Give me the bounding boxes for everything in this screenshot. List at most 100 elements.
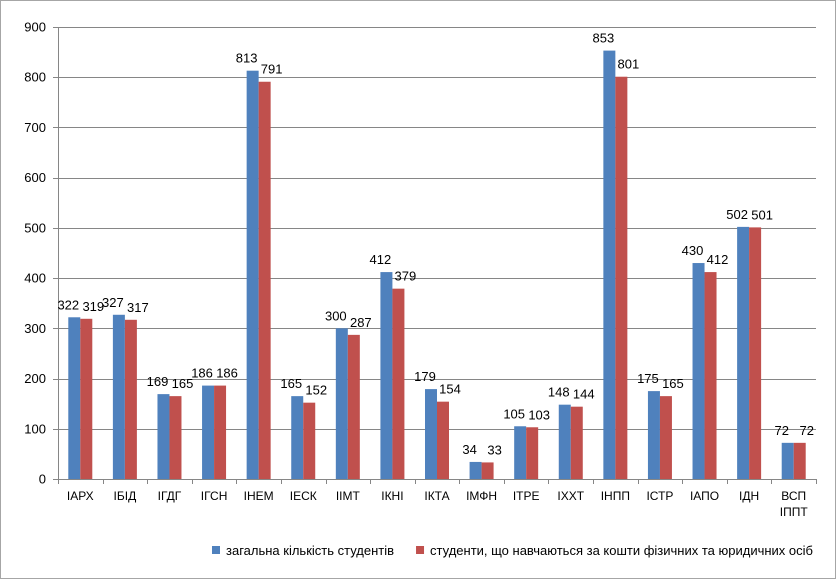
data-label: 33 bbox=[487, 442, 501, 457]
x-tick-label: ІГДГ bbox=[158, 489, 182, 503]
data-label: 502 bbox=[726, 207, 748, 222]
y-tick-label: 100 bbox=[24, 421, 46, 436]
bar-paid-students bbox=[169, 396, 182, 479]
bar-paid-students bbox=[437, 401, 449, 479]
legend-label: загальна кількість студентів bbox=[226, 543, 394, 558]
data-label: 165 bbox=[662, 376, 684, 391]
bar-total-students bbox=[514, 426, 527, 479]
bar-paid-students bbox=[615, 76, 628, 479]
data-label: 175 bbox=[637, 371, 659, 386]
bar-total-students bbox=[692, 263, 705, 479]
data-label: 148 bbox=[548, 385, 570, 400]
gridlines bbox=[53, 27, 816, 480]
x-tick-label: ІАПО bbox=[690, 489, 719, 503]
data-label: 72 bbox=[799, 423, 813, 438]
legend-swatch bbox=[416, 546, 425, 554]
bar-paid-students bbox=[704, 272, 717, 479]
x-tick-label: ІНПП bbox=[601, 489, 630, 503]
legend-swatch bbox=[212, 546, 220, 554]
x-tick-label: ІТРЕ bbox=[513, 489, 540, 503]
bar-paid-students bbox=[124, 319, 137, 479]
bar-total-students bbox=[335, 328, 348, 479]
y-tick-label: 0 bbox=[39, 472, 46, 487]
legend: загальна кількість студентів студенти, що… bbox=[212, 543, 813, 558]
y-tick-label: 300 bbox=[24, 321, 46, 336]
data-label: 103 bbox=[528, 407, 550, 422]
bar-total-students bbox=[647, 391, 660, 479]
data-label: 72 bbox=[774, 423, 788, 438]
bar-total-students bbox=[246, 70, 259, 480]
bars bbox=[68, 50, 806, 480]
bar-paid-students bbox=[749, 227, 762, 479]
y-tick-label: 700 bbox=[24, 120, 46, 135]
data-label: 152 bbox=[305, 383, 327, 398]
bar-paid-students bbox=[570, 406, 583, 479]
data-label: 501 bbox=[751, 207, 773, 222]
x-tick-label: ІАРХ bbox=[67, 489, 94, 503]
x-tick-label: ІППТ bbox=[780, 505, 809, 519]
data-label: 179 bbox=[414, 369, 436, 384]
data-label: 154 bbox=[439, 382, 461, 397]
bar-paid-students bbox=[303, 402, 316, 479]
x-axis-tick-labels: ІАРХ ІБІД ІГДГ ІГСН ІНЕМ ІЕСК ІІМТ ІКНІ ІКТА ІМФН… bbox=[67, 489, 808, 519]
bar-paid-students bbox=[347, 334, 360, 479]
data-label: 300 bbox=[325, 308, 347, 323]
y-tick-label: 200 bbox=[24, 371, 46, 386]
y-tick-label: 500 bbox=[24, 220, 46, 235]
data-label: 327 bbox=[102, 295, 124, 310]
bar-total-students bbox=[112, 314, 125, 479]
data-label: 34 bbox=[462, 442, 476, 457]
y-tick-label: 900 bbox=[24, 20, 46, 35]
bar-paid-students bbox=[481, 462, 494, 479]
bar-total-students bbox=[202, 385, 215, 479]
data-label: 169 bbox=[147, 374, 169, 389]
x-tick-label: ІГСН bbox=[201, 489, 228, 503]
x-tick-label: ІЕСК bbox=[290, 489, 317, 503]
x-tick-label: ІХХТ bbox=[557, 489, 584, 503]
bar-paid-students bbox=[258, 81, 271, 480]
bar-paid-students bbox=[793, 442, 806, 479]
bar-total-students bbox=[157, 394, 170, 479]
data-label: 317 bbox=[127, 300, 149, 315]
data-label: 412 bbox=[370, 252, 392, 267]
data-label: 322 bbox=[57, 297, 79, 312]
data-label: 853 bbox=[593, 31, 615, 46]
data-label: 412 bbox=[707, 252, 729, 267]
axes bbox=[58, 27, 817, 484]
x-tick-label: ІКНІ bbox=[381, 489, 403, 503]
bar-total-students bbox=[68, 317, 81, 479]
bar-paid-students bbox=[659, 396, 672, 479]
legend-label: студенти, що навчаються за кошти фізични… bbox=[430, 543, 813, 558]
bar-total-students bbox=[558, 404, 571, 479]
data-label: 105 bbox=[503, 406, 525, 421]
data-labels: 322 327 169 186 813 165 300 412 179 34 105 148 853 17… bbox=[57, 31, 813, 458]
bar-total-students bbox=[469, 461, 482, 479]
data-label: 287 bbox=[350, 315, 372, 330]
bar-paid-students bbox=[526, 427, 539, 479]
bar-total-students bbox=[781, 442, 794, 479]
data-label: 319 bbox=[82, 299, 104, 314]
bar-total-students bbox=[737, 226, 750, 479]
data-label: 186 bbox=[191, 366, 213, 381]
y-tick-label: 600 bbox=[24, 170, 46, 185]
x-tick-label: ІКТА bbox=[424, 489, 449, 503]
x-tick-label: ІМФН bbox=[466, 489, 497, 503]
bar-paid-students bbox=[392, 288, 405, 479]
y-axis-tick-labels: 0 100 200 300 400 500 600 700 800 900 bbox=[24, 20, 46, 487]
x-tick-label: ІНЕМ bbox=[244, 489, 274, 503]
x-tick-label: ІСТР bbox=[646, 489, 673, 503]
bar-paid-students bbox=[80, 318, 93, 479]
data-label: 186 bbox=[216, 366, 238, 381]
bar-total-students bbox=[603, 50, 616, 480]
bar-paid-students bbox=[214, 385, 227, 479]
bar-total-students bbox=[380, 272, 393, 479]
bar-total-students bbox=[291, 396, 304, 479]
data-label: 791 bbox=[261, 62, 283, 77]
data-label: 801 bbox=[618, 57, 640, 72]
data-label: 430 bbox=[682, 243, 704, 258]
x-tick-label: ІДН bbox=[739, 489, 759, 503]
data-label: 813 bbox=[236, 51, 258, 66]
x-tick-label: ВСП bbox=[781, 489, 806, 503]
